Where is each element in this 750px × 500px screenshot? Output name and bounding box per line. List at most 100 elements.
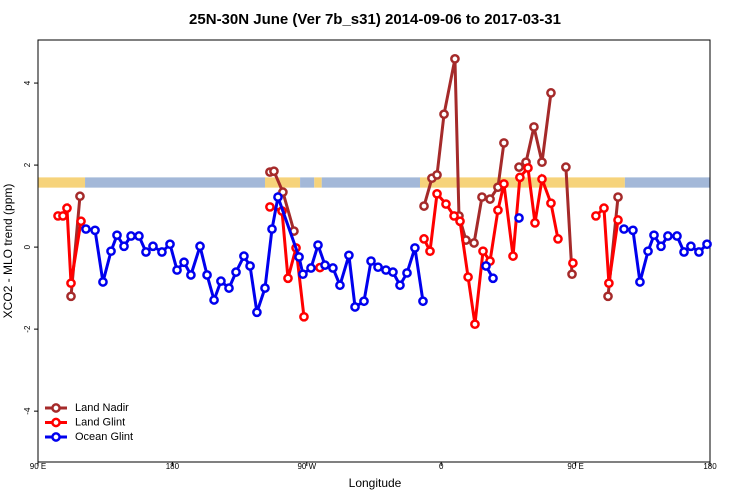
band-segment (624, 177, 710, 188)
data-point (299, 311, 309, 322)
band-segment (264, 177, 301, 188)
data-point (328, 263, 338, 273)
y-axis-label: XCO2 - MLO trend (ppm) (1, 184, 15, 319)
data-point (515, 172, 525, 183)
y-tick-label: 2 (23, 162, 32, 167)
data-point (267, 224, 277, 234)
data-point (599, 203, 609, 213)
data-point (106, 246, 116, 257)
data-point (260, 283, 270, 293)
data-point (619, 224, 629, 234)
data-point (553, 234, 563, 244)
data-point (157, 247, 167, 257)
data-point (179, 257, 189, 268)
data-point (441, 199, 451, 209)
data-point (58, 211, 68, 221)
data-point (239, 251, 249, 261)
data-point (529, 122, 539, 132)
y-tick-label: -2 (23, 325, 32, 333)
data-point (186, 270, 196, 280)
data-point (481, 261, 491, 271)
data-point (90, 225, 100, 236)
data-point (269, 166, 279, 177)
plot-frame (37, 39, 711, 463)
data-point (546, 198, 556, 209)
data-point (419, 234, 429, 244)
data-point (320, 260, 330, 270)
data-point (663, 231, 673, 241)
data-point (469, 238, 479, 248)
y-tick-label: 0 (23, 244, 32, 249)
x-tick-label: 0 (439, 462, 444, 471)
x-tick-label: 90 W (297, 462, 316, 471)
legend-label: Land Nadir (75, 402, 129, 414)
data-point (488, 273, 498, 284)
data-point (283, 273, 293, 284)
data-point (604, 278, 614, 289)
data-point (62, 203, 72, 213)
data-point (419, 201, 429, 211)
data-point (75, 191, 85, 202)
data-point (245, 261, 255, 271)
data-point (141, 247, 151, 257)
chart-title: 25N-30N June (Ver 7b_s31) 2014-09-06 to … (189, 11, 561, 28)
data-point (432, 188, 442, 199)
data-point (568, 258, 578, 268)
data-point (298, 269, 308, 280)
data-point (172, 265, 182, 275)
data-point (335, 280, 345, 291)
y-tick-label: 4 (23, 80, 32, 85)
data-point (294, 252, 304, 262)
data-point (591, 211, 601, 221)
data-point (613, 192, 623, 202)
legend-marker (51, 417, 61, 428)
data-point (126, 231, 136, 241)
data-point (567, 269, 577, 280)
data-point (432, 170, 442, 180)
data-point (165, 239, 175, 250)
data-point (402, 268, 412, 278)
data-point (134, 231, 144, 241)
data-point (635, 277, 645, 287)
data-point (273, 192, 283, 202)
data-point (470, 319, 480, 330)
band-segment (321, 177, 420, 188)
x-tick-label: 180 (703, 462, 717, 471)
legend-label: Land Glint (75, 416, 125, 428)
y-tick-label: -4 (23, 407, 32, 415)
data-point (523, 163, 533, 173)
band-segment (300, 177, 315, 188)
data-point (224, 283, 234, 293)
data-point (373, 262, 383, 273)
data-point (425, 246, 435, 257)
data-point (265, 202, 275, 212)
data-point (656, 241, 666, 252)
band-segment (419, 177, 625, 188)
data-point (514, 213, 524, 223)
data-point (672, 231, 682, 241)
data-point (366, 256, 376, 266)
data-point (508, 251, 518, 261)
data-point (455, 216, 465, 227)
data-point (252, 307, 262, 318)
data-point (628, 225, 638, 236)
data-point (499, 138, 509, 148)
data-point (530, 218, 540, 228)
data-point (439, 109, 449, 120)
data-point (359, 296, 369, 307)
legend-label: Ocean Glint (75, 431, 133, 443)
data-point (76, 216, 86, 227)
data-point (613, 215, 623, 225)
data-point (81, 224, 91, 234)
data-point (514, 162, 524, 172)
data-point (679, 247, 689, 257)
data-point (546, 88, 556, 98)
data-point (202, 270, 212, 280)
data-point (686, 241, 696, 252)
data-point (195, 241, 205, 252)
data-point (449, 211, 459, 221)
data-point (216, 276, 226, 286)
x-axis-label: Longitude (349, 476, 402, 490)
data-point (410, 243, 420, 253)
data-point (477, 192, 487, 202)
